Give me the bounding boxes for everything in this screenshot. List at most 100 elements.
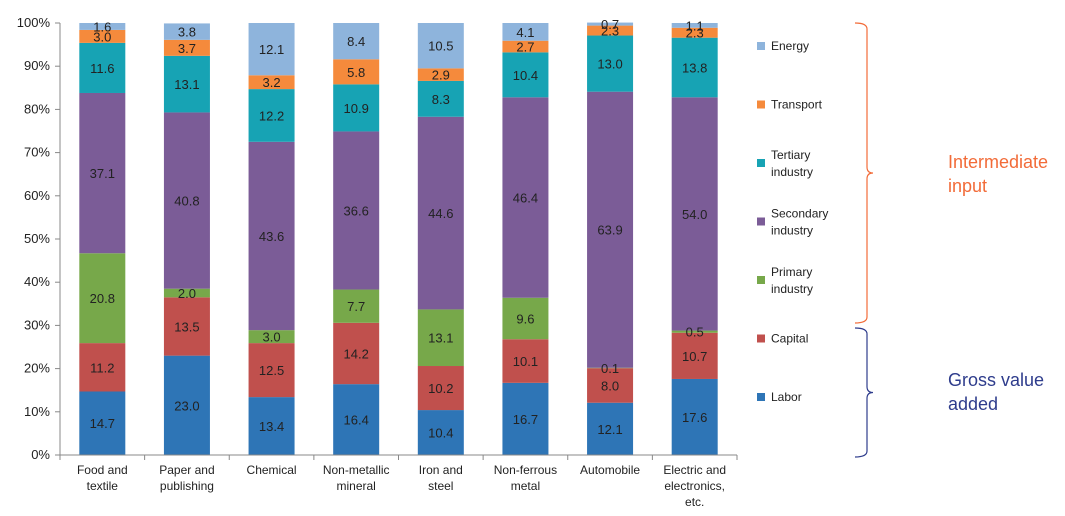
bar-segment [248, 343, 295, 398]
x-tick-label: Electric and electronics, etc. [663, 463, 726, 509]
data-label: 17.6 [682, 410, 707, 425]
bar-segment [333, 59, 380, 85]
legend: Energy Transport Tertiary industry Secondary… [757, 39, 828, 404]
bar-segment [417, 410, 464, 455]
legend-label: Secondary industry [771, 207, 828, 238]
legend-label: Energy [771, 39, 809, 53]
data-label: 12.5 [259, 363, 284, 378]
y-tick-label: 0% [31, 447, 50, 462]
data-label: 63.9 [597, 223, 622, 238]
bar-segment [333, 289, 380, 323]
bar-segment [248, 75, 295, 90]
bar-segment [587, 368, 634, 403]
data-label: 3.0 [263, 330, 281, 345]
data-label: 8.3 [432, 92, 450, 107]
bar-segment [671, 97, 718, 331]
bar-segment [79, 343, 126, 392]
bar-segment [502, 97, 549, 298]
bar-segment [248, 397, 295, 455]
data-label: 10.9 [344, 101, 369, 116]
y-tick-label: 80% [24, 101, 50, 116]
data-label: 8.0 [601, 378, 619, 393]
bar-segment [502, 339, 549, 383]
bar-segment [417, 80, 464, 117]
bar-segment [333, 384, 380, 455]
data-label: 16.4 [344, 413, 369, 428]
x-tick-label: Iron and steel [419, 463, 463, 493]
data-label: 14.2 [344, 346, 369, 361]
data-label: 2.0 [178, 286, 196, 301]
data-label: 10.2 [428, 381, 453, 396]
legend-swatch [757, 217, 765, 226]
y-tick-label: 10% [24, 404, 50, 419]
bar-segment [79, 29, 126, 43]
data-label: 5.8 [347, 65, 365, 80]
group-label: Intermediate input [948, 152, 1048, 196]
data-label: 2.3 [686, 26, 704, 41]
data-label: 7.7 [347, 299, 365, 314]
bar-segment [79, 253, 126, 344]
data-label: 12.1 [259, 42, 284, 57]
x-tick-label: Paper and publishing [159, 463, 214, 493]
data-label: 0.7 [601, 17, 619, 32]
bar-segment [248, 89, 295, 142]
bar-segment [671, 27, 718, 38]
bar-segment [587, 35, 634, 92]
data-label: 12.1 [597, 422, 622, 437]
data-label: 3.8 [178, 25, 196, 40]
data-label: 11.6 [90, 61, 114, 76]
data-label: 13.1 [428, 331, 453, 346]
bar-segment [333, 131, 380, 290]
bar-segment [79, 391, 126, 455]
data-label: 11.2 [90, 360, 114, 375]
data-label: 13.0 [597, 57, 622, 72]
data-label: 13.5 [174, 319, 199, 334]
data-label: 37.1 [90, 166, 115, 181]
group-label: Gross value added [948, 370, 1044, 414]
legend-label: Primary industry [771, 265, 813, 296]
data-label: 23.0 [174, 398, 199, 413]
x-tick-label: Chemical [247, 463, 297, 477]
data-label: 10.4 [428, 426, 453, 441]
legend-swatch [757, 159, 765, 167]
x-tick-label: Non-metallic mineral [323, 463, 390, 493]
legend-swatch [757, 334, 765, 343]
data-label: 13.8 [682, 60, 707, 75]
data-label: 3.7 [178, 41, 196, 56]
y-tick-label: 100% [17, 15, 51, 30]
data-label: 10.1 [513, 354, 538, 369]
data-label: 13.1 [174, 77, 199, 92]
data-label: 1.6 [93, 19, 111, 34]
data-label: 54.0 [682, 207, 707, 222]
bar-segment [671, 330, 718, 333]
bar-segment [163, 23, 210, 40]
data-label: 12.2 [259, 108, 284, 123]
x-tick-label: Non-ferrous metal [494, 463, 557, 493]
bar-segment [671, 332, 718, 379]
bar-segment [417, 309, 464, 367]
data-label: 4.1 [516, 25, 534, 40]
bar-segment [502, 40, 549, 53]
x-tick-label: Food and textile [77, 463, 128, 493]
legend-swatch [757, 276, 765, 284]
bar-segment [417, 366, 464, 411]
y-tick-label: 40% [24, 274, 50, 289]
brace [854, 327, 874, 458]
legend-swatch [757, 100, 765, 109]
y-tick-label: 60% [24, 188, 50, 203]
data-label: 0.1 [601, 361, 619, 376]
data-label: 10.4 [513, 68, 538, 83]
group-annotations: Intermediate input Gross value added [854, 22, 1048, 458]
bar-segment [671, 378, 718, 455]
bars: 14.711.220.837.111.63.01.623.013.52.040.… [79, 17, 718, 455]
bar-segment [163, 55, 210, 113]
bar-segment [502, 382, 549, 455]
brace [854, 22, 874, 324]
bar-segment [79, 92, 126, 254]
y-tick-label: 90% [24, 58, 50, 73]
data-label: 20.8 [90, 291, 115, 306]
bar-segment [417, 116, 464, 310]
data-label: 2.3 [601, 24, 619, 39]
bar-segment [502, 52, 549, 98]
